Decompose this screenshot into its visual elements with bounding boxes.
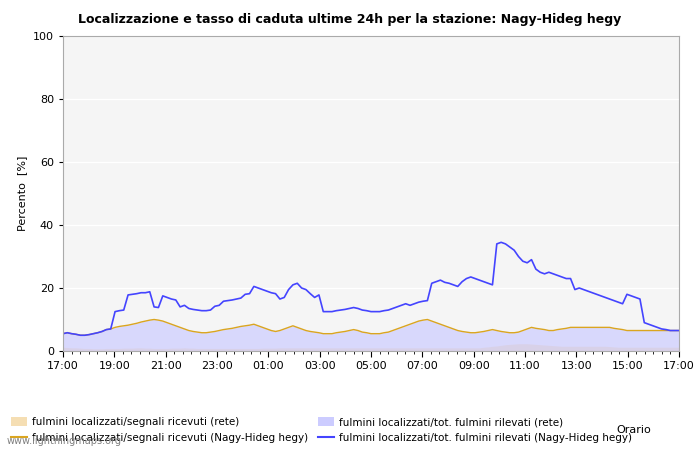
Y-axis label: Percento  [%]: Percento [%] [18, 156, 27, 231]
Text: www.lightningmaps.org: www.lightningmaps.org [7, 436, 122, 446]
Legend: fulmini localizzati/segnali ricevuti (rete), fulmini localizzati/segnali ricevut: fulmini localizzati/segnali ricevuti (re… [7, 413, 636, 447]
Text: Localizzazione e tasso di caduta ultime 24h per la stazione: Nagy-Hideg hegy: Localizzazione e tasso di caduta ultime … [78, 14, 622, 27]
Text: Orario: Orario [616, 425, 651, 435]
